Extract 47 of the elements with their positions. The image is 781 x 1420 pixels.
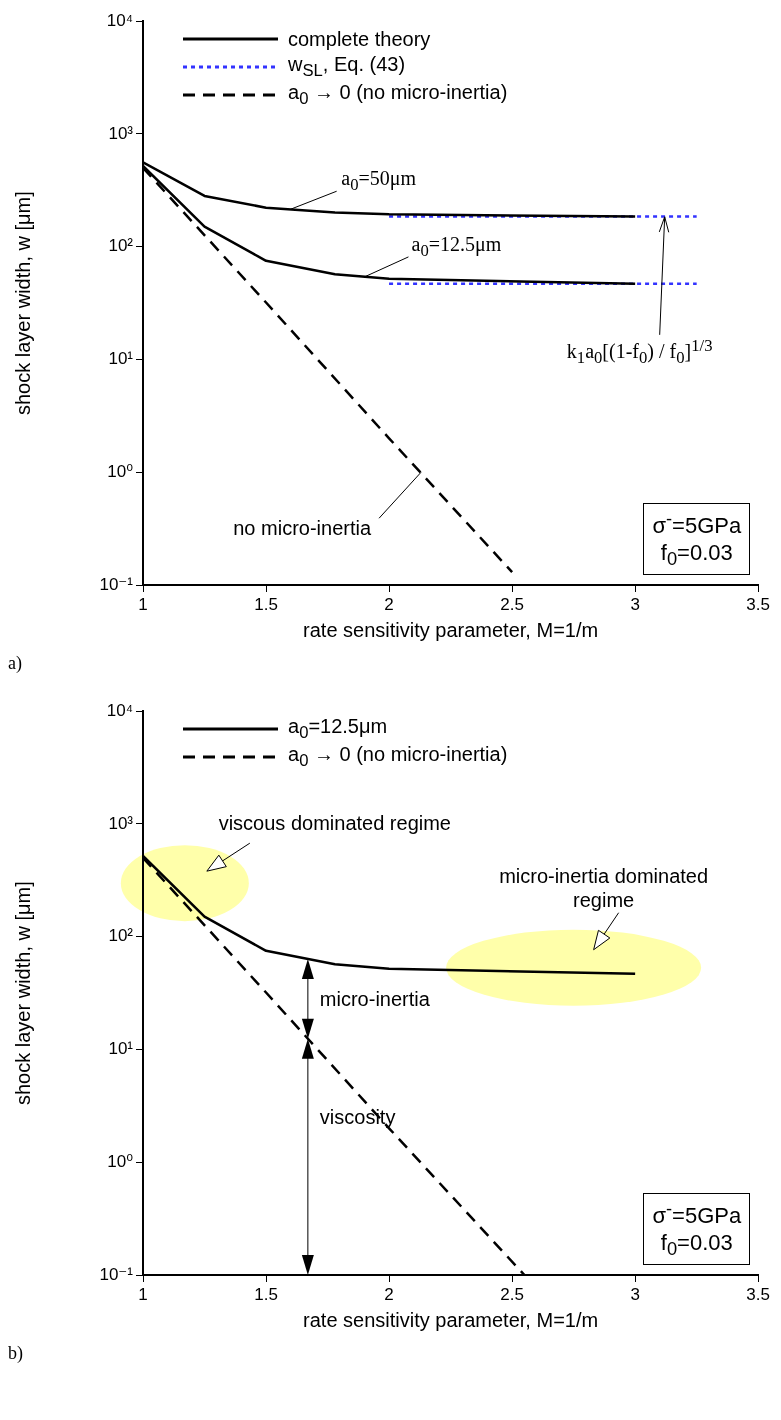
text: b) (8, 1343, 23, 1364)
y-tick-label: 10⁴ (106, 700, 133, 720)
legend-label: a$_{0}$=12.5μm (288, 715, 388, 744)
x-tick-label: 2.5 (500, 594, 524, 614)
annotation: no micro-inertia (233, 516, 372, 541)
annotation: a$_{0}$=50μm (341, 165, 417, 196)
y-tick-label: 10³ (108, 123, 134, 143)
x-tick-label: 2.5 (500, 1284, 524, 1304)
annotation: σ$^{-}$=5GPa (652, 507, 742, 540)
x-tick-label: 1 (138, 594, 148, 614)
legend-label: w$_{SL}$, Eq. (43) (288, 53, 406, 82)
y-tick-label: 10⁰ (107, 1151, 134, 1171)
annotation: micro-inertia dominated regime (498, 863, 710, 912)
y-tick-label: 10⁻¹ (99, 1264, 134, 1284)
annotation: f$_{0}$=0.03 (659, 1229, 734, 1261)
annotation: σ$^{-}$=5GPa (652, 1197, 742, 1230)
x-tick-label: 3 (630, 1284, 640, 1304)
text: k$_{1}$a$_{0}$[(1-f$_{0}$) / f$_{0}$]$^{1/3}$ (566, 335, 713, 368)
x-tick-label: 2 (384, 1284, 394, 1304)
text: a) (8, 653, 22, 674)
annotation: a$_{0}$=12.5μm (411, 231, 502, 262)
y-tick-label: 10⁰ (107, 461, 134, 481)
y-tick-label: 10³ (108, 813, 134, 833)
y-tick-label: 10² (108, 236, 134, 256)
y-axis-title: shock layer width, w [μm] (11, 881, 34, 1106)
x-tick-label: 1.5 (254, 1284, 278, 1304)
annotation: viscosity (319, 1105, 396, 1130)
y-tick-label: 10¹ (108, 1039, 134, 1059)
x-tick-label: 1 (138, 1284, 148, 1304)
x-tick-label: 1.5 (254, 594, 278, 614)
y-axis-title: shock layer width, w [μm] (11, 191, 34, 416)
legend-label: complete theory (288, 27, 431, 51)
y-tick-label: 10¹ (108, 349, 134, 369)
x-axis-title: rate sensitivity parameter, M=1/m (303, 1308, 599, 1331)
x-tick-label: 3.5 (746, 594, 770, 614)
x-axis-title: rate sensitivity parameter, M=1/m (303, 618, 599, 641)
y-tick-label: 10² (108, 926, 134, 946)
annotation: micro-inertia (319, 986, 430, 1011)
annotation: f$_{0}$=0.03 (659, 539, 734, 571)
x-tick-label: 3 (630, 594, 640, 614)
x-tick-label: 2 (384, 594, 394, 614)
legend-label: a$_{0}$ → 0 (no micro-inertia) (288, 743, 508, 772)
x-tick-label: 3.5 (746, 1284, 770, 1304)
y-tick-label: 10⁻¹ (99, 574, 134, 594)
legend-label: a$_{0}$ → 0 (no micro-inertia) (288, 81, 508, 110)
y-tick-label: 10⁴ (106, 10, 133, 30)
annotation: viscous dominated regime (217, 811, 452, 836)
